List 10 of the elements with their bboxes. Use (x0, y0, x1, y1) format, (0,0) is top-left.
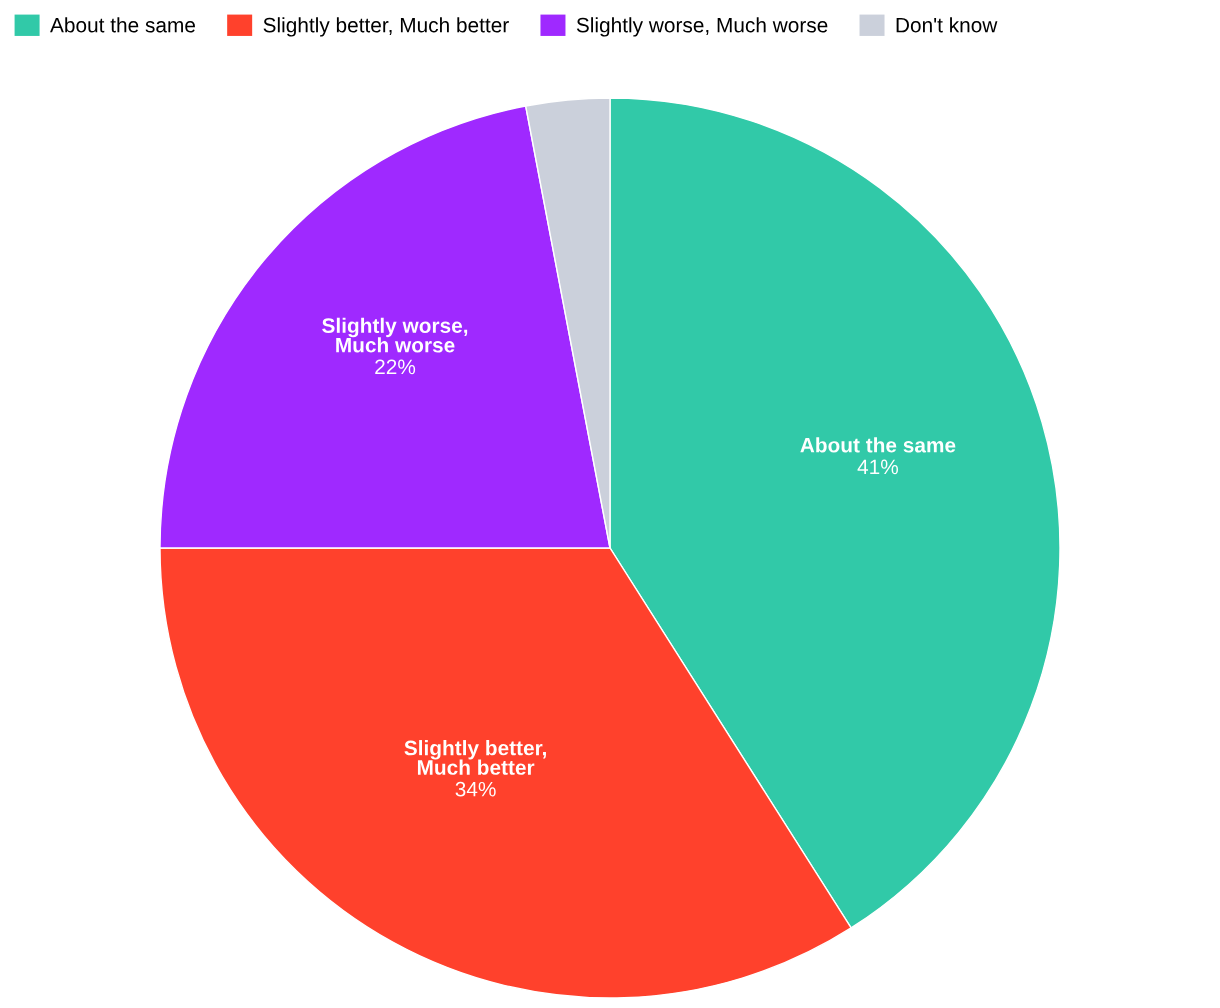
legend-label: Don't know (896, 17, 998, 33)
data-label: 22% (375, 359, 416, 375)
slice-label: About the same (800, 437, 956, 453)
slice-label: Slightly worse, Much worse (322, 317, 468, 353)
legend-label: Slightly worse, Much worse (576, 17, 828, 37)
data-label: 34% (455, 781, 496, 797)
legend-label: About the same (50, 17, 195, 33)
slice-label: Slightly better, Much better (404, 740, 546, 775)
data-label: 41% (857, 459, 899, 475)
legend-label: Slightly better, Much better (263, 17, 509, 37)
